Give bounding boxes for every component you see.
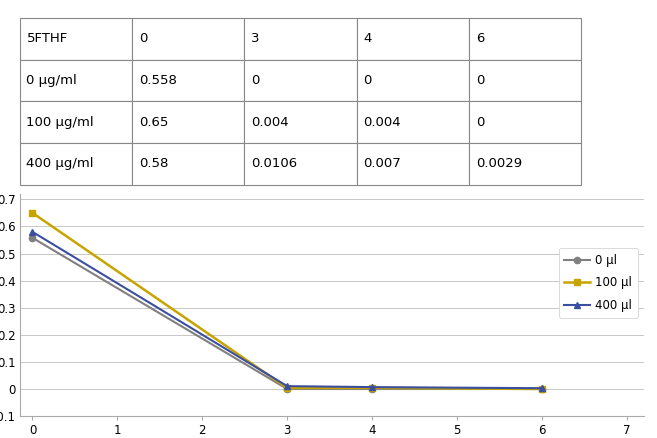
0 µl — [368, 386, 376, 392]
400 µl — [368, 385, 376, 390]
0 µl — [538, 386, 546, 392]
100 µl — [28, 210, 36, 215]
100 µl — [283, 385, 291, 391]
100 µl — [538, 386, 546, 392]
400 µl — [538, 385, 546, 391]
Line: 400 µl: 400 µl — [30, 229, 545, 391]
100 µl — [368, 385, 376, 391]
Legend: 0 µl, 100 µl, 400 µl: 0 µl, 100 µl, 400 µl — [558, 248, 638, 318]
400 µl — [28, 229, 36, 234]
400 µl — [283, 384, 291, 389]
Line: 0 µl: 0 µl — [30, 235, 545, 392]
0 µl — [28, 235, 36, 240]
0 µl — [283, 386, 291, 392]
Line: 100 µl: 100 µl — [30, 210, 545, 392]
